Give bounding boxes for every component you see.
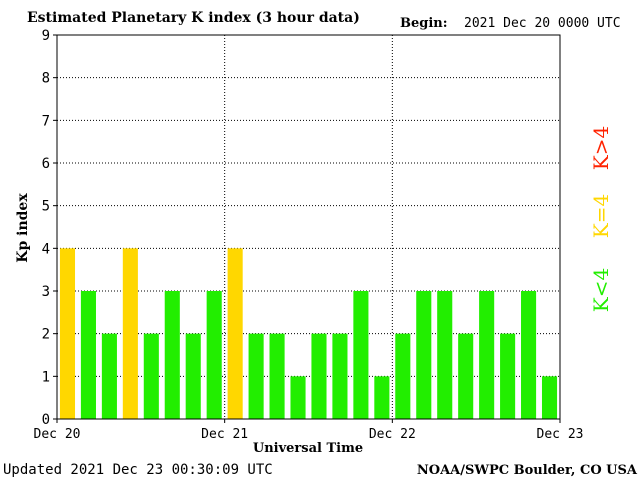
y-tick-label: 0	[42, 412, 50, 428]
updated-text: Updated 2021 Dec 23 00:30:09 UTC	[3, 462, 273, 478]
begin-value: 2021 Dec 20 0000 UTC	[464, 16, 621, 31]
bar	[122, 248, 138, 419]
begin-label: Begin:	[400, 16, 448, 31]
bars-group	[59, 248, 558, 419]
bar	[500, 333, 516, 419]
y-tick-label: 7	[42, 113, 50, 129]
bar	[521, 291, 537, 419]
bar	[248, 333, 264, 419]
bar	[185, 333, 201, 419]
bar	[290, 376, 306, 419]
legend-item: K=4	[589, 194, 613, 238]
bar	[437, 291, 453, 419]
bar	[541, 376, 558, 419]
bar	[332, 333, 348, 419]
x-tick-label: Dec 21	[201, 427, 248, 442]
y-tick-label: 4	[42, 241, 50, 257]
legend-item: K<4	[589, 268, 613, 312]
y-tick-label: 3	[42, 284, 50, 300]
grid-lines	[57, 35, 560, 419]
bar	[80, 291, 96, 419]
bar	[311, 333, 327, 419]
y-tick-label: 2	[42, 327, 50, 343]
bar	[101, 333, 117, 419]
x-tick-label: Dec 20	[34, 427, 81, 442]
chart-title: Estimated Planetary K index (3 hour data…	[27, 10, 360, 26]
bar	[395, 333, 411, 419]
x-tick-label: Dec 23	[537, 427, 584, 442]
legend: K>4 K=4 K<4	[589, 126, 613, 312]
source-text: NOAA/SWPC Boulder, CO USA	[417, 463, 638, 478]
y-tick-label: 9	[42, 28, 50, 44]
bar	[416, 291, 432, 419]
y-tick-label: 5	[42, 199, 50, 215]
bar	[269, 333, 285, 419]
x-tick-label: Dec 22	[369, 427, 416, 442]
bar	[374, 376, 390, 419]
bar	[479, 291, 495, 419]
y-axis-ticks: 0 1 2 3 4 5 6 7 8 9	[42, 28, 57, 428]
bar	[143, 333, 159, 419]
y-tick-label: 1	[42, 369, 50, 385]
bar	[458, 333, 474, 419]
y-tick-label: 8	[42, 71, 50, 87]
bar	[353, 291, 369, 419]
x-axis-ticks: Dec 20 Dec 21 Dec 22 Dec 23	[34, 419, 584, 442]
bar	[206, 291, 222, 419]
bar	[227, 248, 243, 419]
plot-frame	[56, 34, 561, 420]
bar	[164, 291, 180, 419]
y-axis-label: Kp index	[15, 193, 31, 263]
x-axis-label: Universal Time	[253, 441, 363, 456]
bar	[59, 248, 76, 419]
legend-item: K>4	[589, 126, 613, 170]
y-tick-label: 6	[42, 156, 50, 172]
